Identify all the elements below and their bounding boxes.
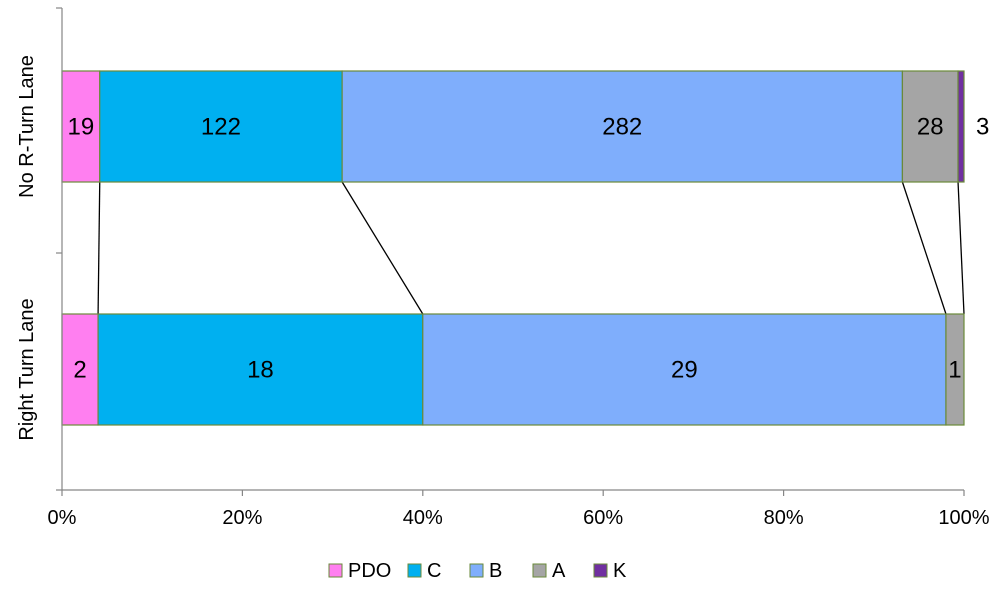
legend: PDO C B A K <box>328 560 627 582</box>
data-label-k-0: 3 <box>976 114 989 141</box>
axes <box>56 7 965 496</box>
bar-segment-pdo-0 <box>61 70 101 183</box>
x-tick-label: 0% <box>48 507 77 529</box>
x-tick-label: 40% <box>403 507 443 529</box>
bar-segment-b-1 <box>422 313 947 426</box>
legend-swatch-c <box>407 563 422 578</box>
legend-label-pdo: PDO <box>348 560 391 582</box>
x-tick-label: 20% <box>222 507 262 529</box>
series-line-b <box>901 181 947 315</box>
data-label-pdo-0: 19 <box>68 114 95 141</box>
bar-segment-a-1 <box>945 313 965 426</box>
series-lines <box>97 181 965 315</box>
bars: 19 122 282 28 3 2 18 29 1 <box>61 70 989 426</box>
legend-swatch-a <box>532 563 547 578</box>
bar-segment-c-1 <box>97 313 424 426</box>
bar-segment-k-0 <box>957 70 965 183</box>
series-line-c <box>341 181 424 315</box>
category-labels: No R-Turn Lane Right Turn Lane <box>16 55 38 440</box>
data-label-c-1: 18 <box>247 357 274 384</box>
data-label-b-1: 29 <box>671 357 698 384</box>
data-label-a-0: 28 <box>917 114 944 141</box>
legend-label-b: B <box>489 560 502 582</box>
x-tick-label: 100% <box>938 507 989 529</box>
data-label-c-0: 122 <box>201 114 241 141</box>
category-label-1: Right Turn Lane <box>16 298 38 440</box>
bar-segment-b-0 <box>341 70 904 183</box>
x-tick-labels: 0% 20% 40% 60% 80% 100% <box>48 507 990 529</box>
x-tick-label: 80% <box>764 507 804 529</box>
legend-swatch-pdo <box>328 563 343 578</box>
bar-segment-pdo-1 <box>61 313 99 426</box>
data-label-pdo-1: 2 <box>73 357 86 384</box>
data-label-b-0: 282 <box>602 114 642 141</box>
legend-label-c: C <box>427 560 441 582</box>
legend-swatch-k <box>593 563 608 578</box>
legend-label-a: A <box>552 560 566 582</box>
series-line-pdo <box>97 181 101 315</box>
x-tick-label: 60% <box>583 507 623 529</box>
bar-segment-c-0 <box>99 70 343 183</box>
data-label-a-1: 1 <box>948 357 961 384</box>
category-label-0: No R-Turn Lane <box>16 55 38 198</box>
legend-swatch-b <box>469 563 484 578</box>
series-line-a <box>957 181 965 315</box>
legend-label-k: K <box>613 560 627 582</box>
